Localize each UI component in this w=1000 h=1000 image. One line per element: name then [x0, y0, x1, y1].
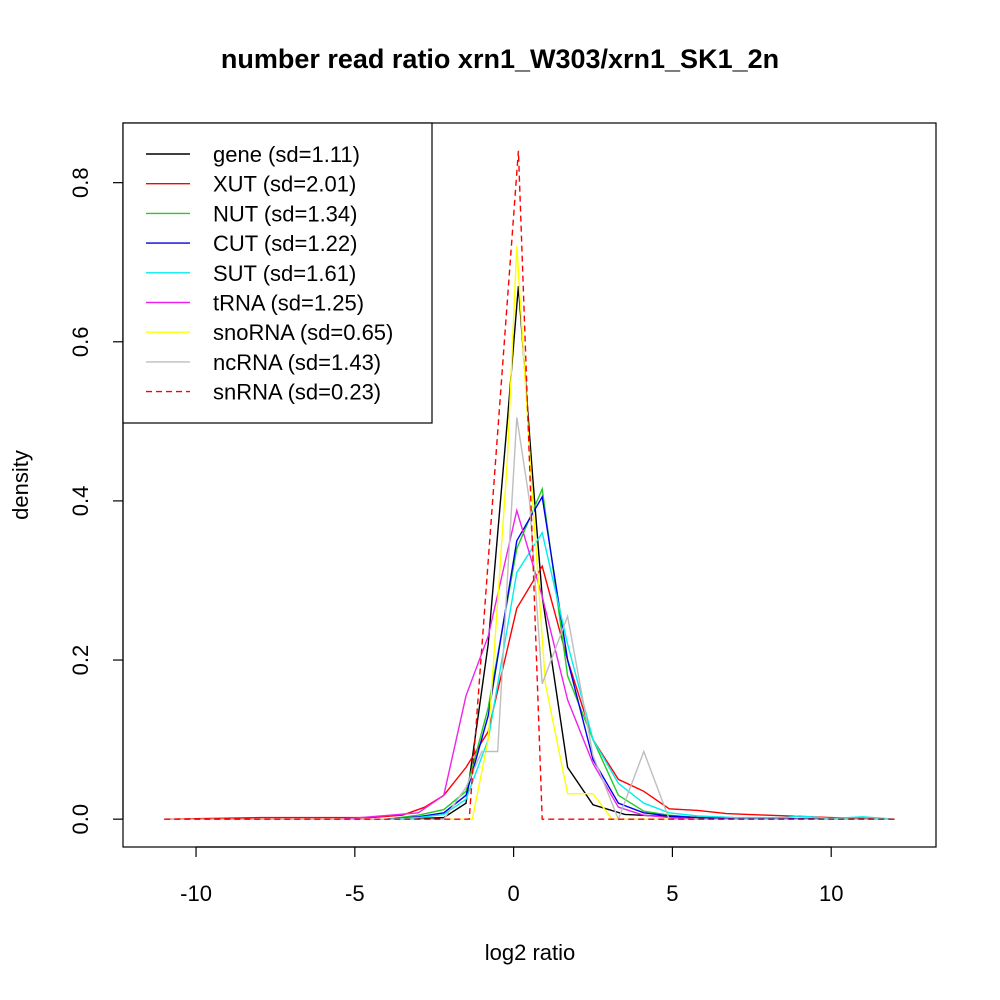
legend-label: XUT (sd=2.01) — [213, 172, 356, 197]
legend-label: CUT (sd=1.22) — [213, 231, 357, 256]
y-tick-label: 0.6 — [68, 326, 93, 357]
legend-label: snoRNA (sd=0.65) — [213, 320, 393, 345]
y-tick-label: 0.4 — [68, 486, 93, 517]
legend-label: ncRNA (sd=1.43) — [213, 350, 381, 375]
legend-label: tRNA (sd=1.25) — [213, 291, 364, 316]
series-line-4 — [164, 530, 895, 820]
series-line-8 — [164, 150, 895, 820]
legend: gene (sd=1.11) XUT (sd=2.01) NUT (sd=1.34)… — [122, 122, 433, 424]
chart-title: number read ratio xrn1_W303/xrn1_SK1_2n — [220, 44, 780, 74]
series-layer — [164, 150, 895, 822]
y-tick-label: 0.2 — [68, 645, 93, 676]
y-tick-label: 0.8 — [68, 167, 93, 198]
legend-label: snRNA (sd=0.23) — [213, 380, 381, 405]
series-line-1 — [164, 564, 895, 820]
x-tick-label: -10 — [180, 881, 212, 906]
legend-label: SUT (sd=1.61) — [213, 261, 356, 286]
x-tick-label: 0 — [507, 881, 519, 906]
legend-label: NUT (sd=1.34) — [213, 201, 357, 226]
series-line-3 — [164, 494, 895, 820]
y-tick-label: 0.0 — [68, 804, 93, 835]
x-tick-label: 10 — [819, 881, 843, 906]
axes-layer: -10 -5 0 5 10 0.0 0.2 0.4 0.6 0.8 — [68, 167, 843, 906]
x-tick-label: -5 — [345, 881, 365, 906]
series-line-2 — [164, 486, 895, 820]
series-line-7 — [164, 417, 895, 822]
legend-label: gene (sd=1.11) — [213, 142, 360, 167]
series-line-5 — [164, 507, 895, 820]
x-axis-label: log2 ratio — [484, 940, 576, 965]
x-tick-label: 5 — [666, 881, 678, 906]
